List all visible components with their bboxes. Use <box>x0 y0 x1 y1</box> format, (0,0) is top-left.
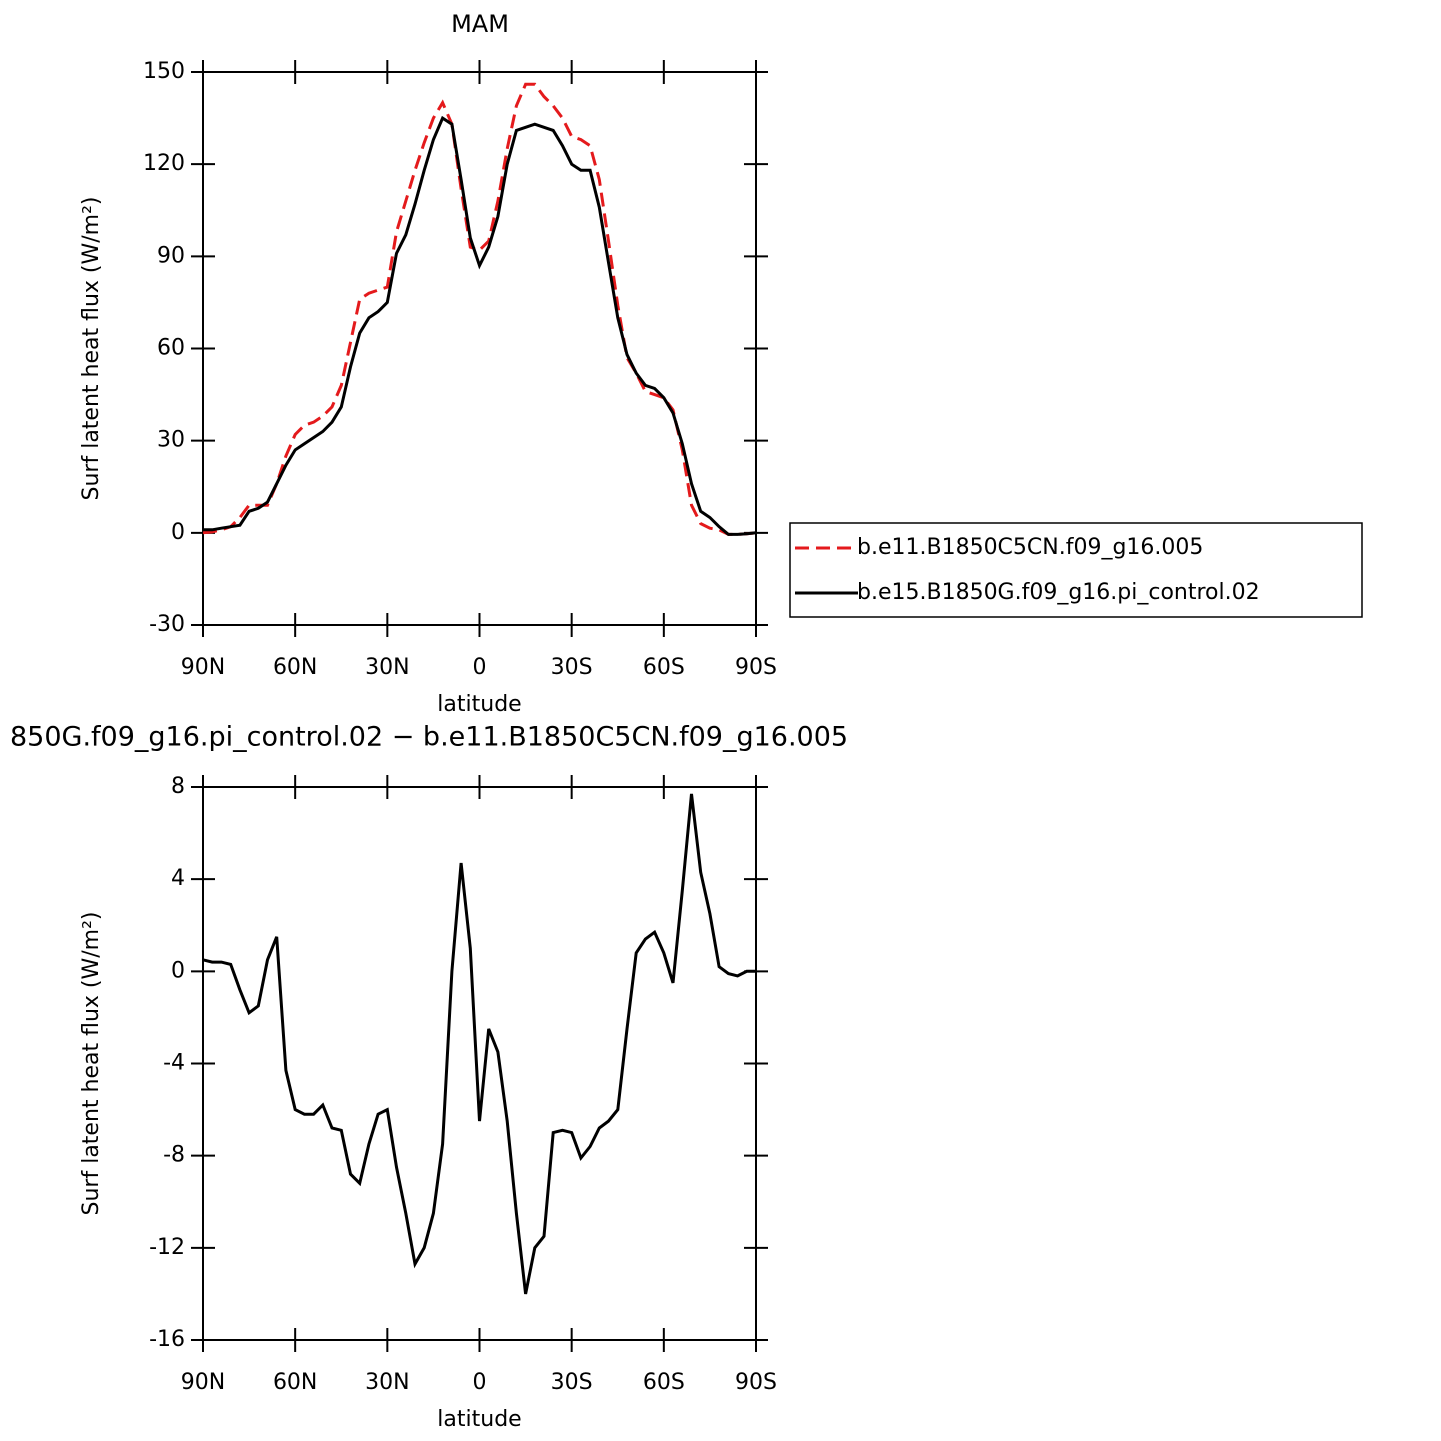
x-tick-label: 30N <box>365 1370 409 1395</box>
x-tick-label: 90N <box>181 655 225 680</box>
y-tick-label: 60 <box>157 336 185 361</box>
x-tick-label: 0 <box>473 655 487 680</box>
plot-frame <box>202 786 757 1341</box>
legend-label: b.e15.B1850G.f09_g16.pi_control.02 <box>857 580 1260 605</box>
y-tick-label: -30 <box>149 612 185 637</box>
plot-frame <box>202 71 757 626</box>
y-tick-label: 90 <box>157 243 185 268</box>
y-tick-label: 8 <box>171 774 185 799</box>
y-tick-label: -8 <box>163 1143 185 1168</box>
y-tick-label: 150 <box>143 59 185 84</box>
data-line <box>202 793 756 1295</box>
x-tick-label: 60N <box>273 655 317 680</box>
x-tick-label: 60N <box>273 1370 317 1395</box>
y-tick-label: -12 <box>149 1235 185 1260</box>
chart-title: 850G.f09_g16.pi_control.02 − b.e11.B1850… <box>10 722 848 753</box>
x-tick-label: 90N <box>181 1370 225 1395</box>
x-axis-label: latitude <box>437 1407 521 1432</box>
data-line <box>203 115 757 536</box>
y-tick-label: -4 <box>163 1051 185 1076</box>
x-tick-label: 90S <box>735 655 777 680</box>
x-tick-label: 60S <box>643 655 685 680</box>
x-axis-label: latitude <box>437 692 521 717</box>
y-tick-label: 30 <box>157 428 185 453</box>
y-tick-label: 0 <box>171 520 185 545</box>
y-tick-label: 120 <box>143 151 185 176</box>
x-tick-label: 30N <box>365 655 409 680</box>
y-axis-label: Surf latent heat flux (W/m²) <box>79 197 104 501</box>
y-tick-label: 0 <box>171 958 185 983</box>
chart-title: MAM <box>451 10 509 38</box>
y-tick-label: -16 <box>149 1327 185 1352</box>
x-tick-label: 30S <box>551 1370 593 1395</box>
x-tick-label: 0 <box>473 1370 487 1395</box>
legend-label: b.e11.B1850C5CN.f09_g16.005 <box>857 535 1203 560</box>
y-tick-label: 4 <box>171 866 185 891</box>
legend-box <box>789 522 1363 618</box>
x-tick-label: 30S <box>551 655 593 680</box>
x-tick-label: 60S <box>643 1370 685 1395</box>
x-tick-label: 90S <box>735 1370 777 1395</box>
data-line <box>202 82 757 536</box>
y-axis-label: Surf latent heat flux (W/m²) <box>79 912 104 1216</box>
